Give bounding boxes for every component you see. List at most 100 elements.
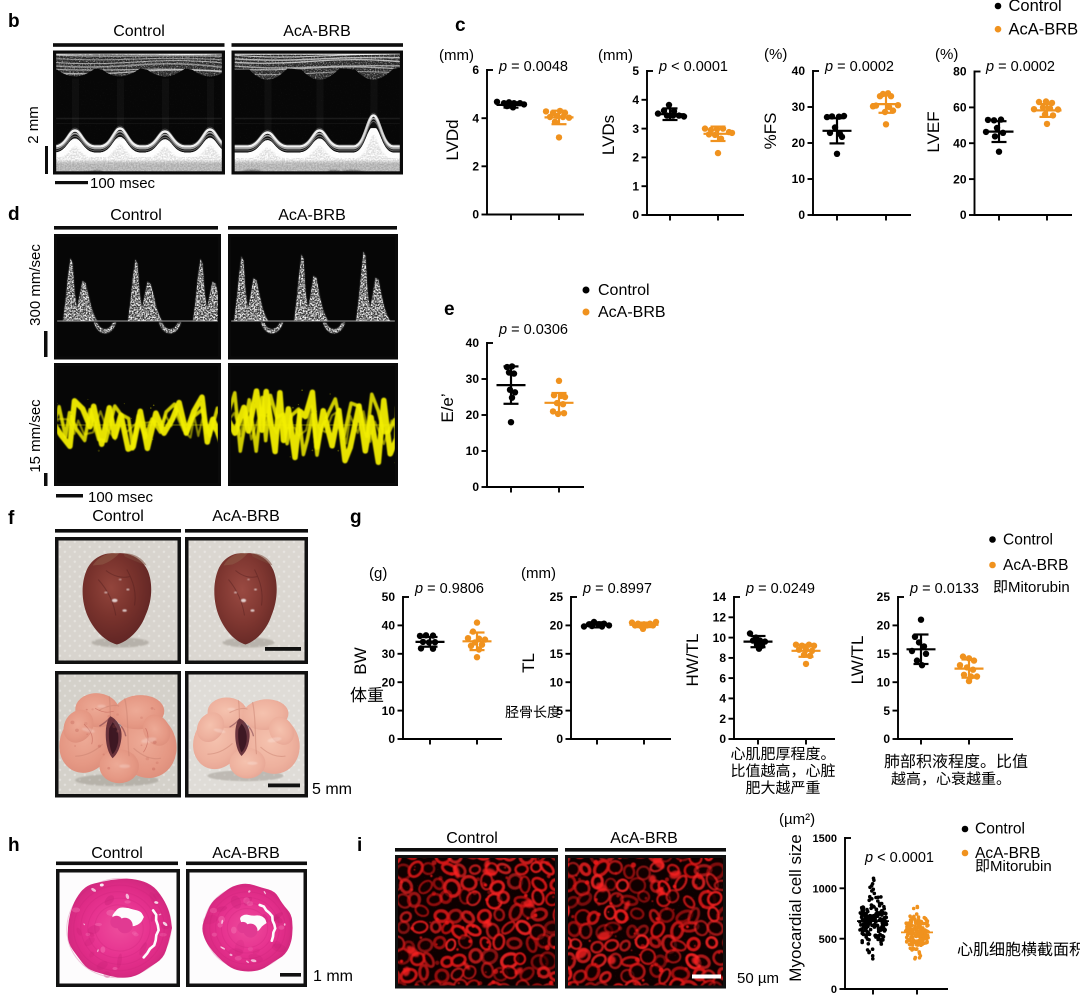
svg-text:8: 8 [719,651,726,665]
svg-text:0: 0 [472,480,479,494]
svg-text:2 mm: 2 mm [25,106,42,144]
svg-text:0: 0 [831,984,837,996]
svg-text:0: 0 [883,732,890,746]
svg-text:20: 20 [877,619,891,633]
svg-text:300 mm/sec: 300 mm/sec [27,244,44,326]
svg-text:AcA-BRB: AcA-BRB [278,207,346,224]
svg-text:20: 20 [382,675,396,689]
svg-text:(mm): (mm) [598,47,633,64]
svg-text:12: 12 [713,611,727,625]
svg-text:500: 500 [819,934,837,946]
svg-text:e: e [444,299,455,320]
svg-text:25: 25 [877,590,891,604]
svg-text:c: c [455,15,466,36]
svg-text:30: 30 [382,647,396,661]
svg-text:i: i [357,835,362,856]
svg-text:15: 15 [550,647,564,661]
svg-text:%FS: %FS [761,113,780,150]
svg-text:LW/TL: LW/TL [848,636,867,685]
svg-text:50 µm: 50 µm [737,970,779,987]
svg-text:30: 30 [792,100,806,114]
svg-text:40: 40 [792,64,806,78]
svg-text:50: 50 [382,590,396,604]
svg-text:Control: Control [446,830,498,847]
svg-text:10: 10 [382,704,396,718]
svg-text:p = 0.0002: p = 0.0002 [824,59,894,75]
svg-text:p = 0.8997: p = 0.8997 [582,581,652,597]
svg-text:HW/TL: HW/TL [683,634,702,687]
svg-text:5: 5 [632,64,639,78]
svg-text:10: 10 [713,631,727,645]
svg-text:Control: Control [1003,532,1053,549]
svg-text:(µm²): (µm²) [779,811,815,828]
svg-text:Control: Control [110,207,162,224]
svg-text:Control: Control [92,508,144,525]
svg-text:Control: Control [975,821,1025,838]
svg-text:AcA-BRB: AcA-BRB [1003,557,1068,574]
svg-text:1000: 1000 [813,884,837,896]
svg-text:1 mm: 1 mm [313,968,353,985]
svg-text:Mitorubin: Mitorubin [1008,579,1070,596]
svg-text:d: d [8,204,20,225]
svg-text:AcA-BRB: AcA-BRB [1009,21,1079,39]
svg-text:AcA-BRB: AcA-BRB [975,845,1040,862]
svg-text:p < 0.0001: p < 0.0001 [658,59,728,75]
svg-text:4: 4 [719,692,726,706]
svg-text:E/e’: E/e’ [438,393,457,422]
svg-text:20: 20 [466,408,480,422]
svg-text:(%): (%) [764,46,787,63]
svg-text:0: 0 [472,208,479,222]
svg-text:(mm): (mm) [521,565,556,582]
svg-text:Control: Control [1009,0,1062,15]
svg-text:TL: TL [519,653,538,673]
svg-text:g: g [350,507,362,528]
svg-text:1500: 1500 [813,833,837,845]
svg-text:10: 10 [877,675,891,689]
svg-text:1: 1 [632,179,639,193]
svg-text:LVEF: LVEF [924,111,943,152]
svg-text:0: 0 [556,732,563,746]
svg-text:40: 40 [382,619,396,633]
svg-text:p = 0.0306: p = 0.0306 [498,322,568,338]
svg-text:6: 6 [472,63,479,77]
svg-text:0: 0 [632,208,639,222]
svg-text:Mitorubin: Mitorubin [990,858,1052,875]
svg-text:AcA-BRB: AcA-BRB [212,508,280,525]
svg-text:(g): (g) [369,565,387,582]
svg-text:0: 0 [960,208,967,222]
svg-text:AcA-BRB: AcA-BRB [610,830,678,847]
svg-text:f: f [8,508,15,529]
svg-text:5: 5 [883,704,890,718]
svg-text:(mm): (mm) [439,47,474,64]
svg-text:Control: Control [113,23,165,40]
svg-text:AcA-BRB: AcA-BRB [212,845,280,862]
svg-text:b: b [8,11,20,32]
svg-text:BW: BW [351,647,370,674]
svg-text:0: 0 [798,208,805,222]
svg-text:LVDd: LVDd [443,119,462,160]
svg-text:60: 60 [953,101,967,115]
svg-text:2: 2 [632,151,639,165]
svg-text:0: 0 [388,732,395,746]
svg-text:20: 20 [953,172,967,186]
svg-text:p = 0.0048: p = 0.0048 [498,59,568,75]
svg-text:14: 14 [713,590,727,604]
svg-text:100 msec: 100 msec [88,489,154,506]
svg-text:10: 10 [550,675,564,689]
svg-text:p = 0.0133: p = 0.0133 [909,581,979,597]
svg-text:3: 3 [632,122,639,136]
svg-text:Control: Control [598,282,650,299]
svg-text:5: 5 [556,704,563,718]
svg-text:4: 4 [472,111,479,125]
svg-text:0: 0 [719,732,726,746]
svg-text:4: 4 [632,93,639,107]
svg-text:Myocardial cell size: Myocardial cell size [786,834,805,981]
svg-text:80: 80 [953,65,967,79]
svg-text:6: 6 [719,671,726,685]
svg-text:(%): (%) [935,46,958,63]
svg-text:100 msec: 100 msec [90,175,156,192]
svg-text:30: 30 [466,372,480,386]
svg-text:2: 2 [472,160,479,174]
svg-text:10: 10 [466,444,480,458]
svg-text:2: 2 [719,712,726,726]
